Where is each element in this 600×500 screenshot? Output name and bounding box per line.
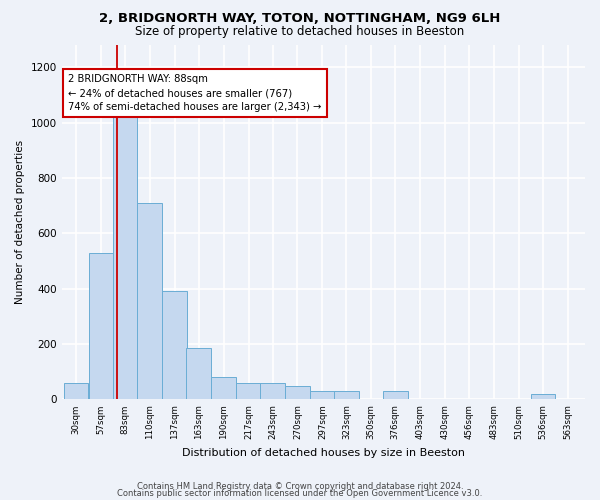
Bar — [211, 378, 236, 400]
Bar — [137, 203, 162, 400]
Bar — [64, 383, 88, 400]
Text: 2, BRIDGNORTH WAY, TOTON, NOTTINGHAM, NG9 6LH: 2, BRIDGNORTH WAY, TOTON, NOTTINGHAM, NG… — [100, 12, 500, 26]
Bar — [334, 391, 359, 400]
Bar — [89, 252, 113, 400]
Bar — [530, 394, 556, 400]
Text: 2 BRIDGNORTH WAY: 88sqm
← 24% of detached houses are smaller (767)
74% of semi-d: 2 BRIDGNORTH WAY: 88sqm ← 24% of detache… — [68, 74, 322, 112]
Bar — [113, 103, 137, 400]
Bar — [383, 391, 407, 400]
X-axis label: Distribution of detached houses by size in Beeston: Distribution of detached houses by size … — [182, 448, 465, 458]
Bar — [187, 348, 211, 400]
Bar — [310, 391, 335, 400]
Text: Contains HM Land Registry data © Crown copyright and database right 2024.: Contains HM Land Registry data © Crown c… — [137, 482, 463, 491]
Text: Contains public sector information licensed under the Open Government Licence v3: Contains public sector information licen… — [118, 490, 482, 498]
Bar — [236, 383, 261, 400]
Y-axis label: Number of detached properties: Number of detached properties — [15, 140, 25, 304]
Bar — [163, 292, 187, 400]
Text: Size of property relative to detached houses in Beeston: Size of property relative to detached ho… — [136, 25, 464, 38]
Bar — [285, 386, 310, 400]
Bar — [260, 383, 285, 400]
